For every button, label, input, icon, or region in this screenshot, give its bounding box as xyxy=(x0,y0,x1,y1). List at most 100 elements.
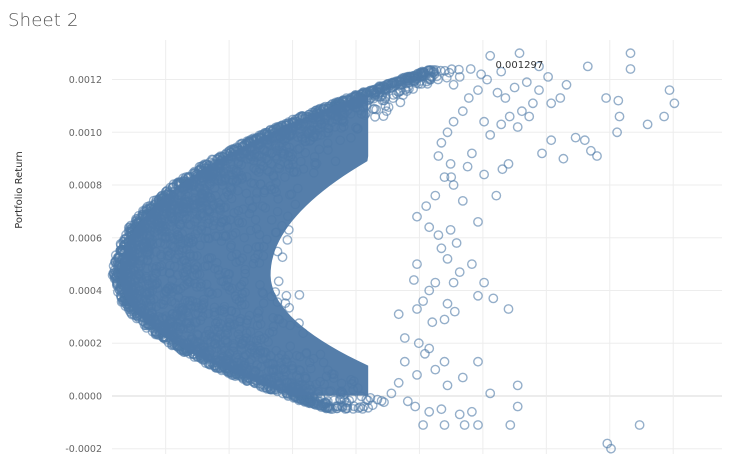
scatter-point xyxy=(497,164,508,175)
scatter-point xyxy=(546,135,557,146)
scatter-point xyxy=(476,69,486,80)
scatter-point xyxy=(543,72,553,82)
scatter-point xyxy=(503,304,514,314)
sheet-title: Sheet 2 xyxy=(8,10,79,31)
scatter-point xyxy=(426,66,437,76)
scatter-point xyxy=(419,348,430,359)
scatter-point xyxy=(445,224,456,235)
scatter-point xyxy=(313,398,323,409)
scatter-point xyxy=(462,161,473,172)
scatter-point xyxy=(528,98,538,109)
scatter-point xyxy=(380,101,391,111)
y-tick-label: 0.0012 xyxy=(69,75,102,86)
scatter-point xyxy=(301,396,312,406)
scatter-point xyxy=(371,104,382,115)
scatter-point xyxy=(473,216,483,227)
scatter-point xyxy=(512,380,523,391)
scatter-point xyxy=(427,317,438,328)
scatter-point xyxy=(417,66,428,77)
scatter-point xyxy=(436,404,447,415)
scatter-point xyxy=(433,151,444,161)
scatter-point xyxy=(558,153,569,164)
scatter-point xyxy=(441,72,452,83)
scatter-point xyxy=(430,190,441,201)
scatter-point xyxy=(439,420,450,430)
scatter-point xyxy=(601,93,611,103)
scatter-point xyxy=(107,270,118,281)
scatter-point xyxy=(457,195,468,206)
scatter-point xyxy=(466,259,477,269)
scatter-point xyxy=(491,190,502,201)
scatter-point xyxy=(281,290,292,301)
scatter-point xyxy=(412,211,422,222)
scatter-point xyxy=(479,169,489,180)
scatter-point xyxy=(402,396,413,407)
scatter-point xyxy=(504,111,515,122)
scatter-point xyxy=(424,222,435,233)
scatter-point xyxy=(320,397,331,408)
scatter-point xyxy=(482,74,492,85)
scatter-point xyxy=(442,298,453,309)
scatter-point xyxy=(642,119,653,130)
scatter-point xyxy=(612,127,622,138)
scatter-point xyxy=(512,122,523,132)
scatter-point xyxy=(463,93,474,103)
scatter-point xyxy=(421,201,432,212)
scatter-point xyxy=(625,48,636,59)
scatter-point xyxy=(412,369,422,380)
scatter-point xyxy=(424,285,435,296)
scatter-point xyxy=(473,356,483,367)
scatter-point xyxy=(365,392,376,403)
scatter-point xyxy=(357,403,368,414)
y-tick-label: 0.0008 xyxy=(69,181,102,192)
scatter-point xyxy=(517,106,527,117)
y-tick-label: 0.0006 xyxy=(69,233,102,244)
scatter-point xyxy=(514,48,525,59)
scatter-point xyxy=(496,66,507,77)
scatter-point xyxy=(413,338,424,349)
scatter-point xyxy=(412,304,422,314)
y-tick-label: -0.0002 xyxy=(65,444,102,454)
scatter-point xyxy=(479,277,489,288)
scatter-point xyxy=(418,296,428,306)
scatter-point xyxy=(509,82,520,93)
scatter-point xyxy=(555,93,566,103)
scatter-point xyxy=(430,364,441,375)
scatter-point xyxy=(110,250,121,261)
scatter-point xyxy=(372,394,383,405)
scatter-point xyxy=(436,243,447,254)
scatter-point xyxy=(534,61,544,72)
scatter-point xyxy=(277,252,288,263)
scatter-point xyxy=(466,406,477,417)
scatter-point xyxy=(465,64,476,74)
scatter-point xyxy=(485,129,496,140)
scatter-point xyxy=(586,145,596,156)
scatter-point xyxy=(380,85,391,95)
scatter-point xyxy=(439,172,450,183)
scatter-point xyxy=(165,182,176,193)
scatter-point xyxy=(408,84,418,94)
scatter-point xyxy=(282,234,293,245)
scatter-point xyxy=(524,111,535,122)
scatter-point xyxy=(454,409,465,420)
scatter-point xyxy=(398,75,409,85)
scatter-point xyxy=(669,98,680,109)
scatter-point xyxy=(436,137,447,148)
scatter-point xyxy=(473,290,483,301)
scatter-point xyxy=(439,356,450,367)
scatter-point xyxy=(592,151,602,161)
scatter-point xyxy=(393,309,404,320)
scatter-point xyxy=(403,73,414,84)
scatter-point xyxy=(386,388,397,399)
scatter-point xyxy=(613,95,624,106)
scatter-point xyxy=(273,276,284,287)
scatter-point xyxy=(473,420,483,430)
scatter-point xyxy=(442,380,453,391)
scatter-point xyxy=(430,277,441,288)
scatter-point xyxy=(368,86,379,96)
scatter-point xyxy=(457,106,468,117)
scatter-point xyxy=(385,78,396,88)
y-tick-label: 0.0002 xyxy=(69,339,102,350)
scatter-point xyxy=(446,64,457,75)
